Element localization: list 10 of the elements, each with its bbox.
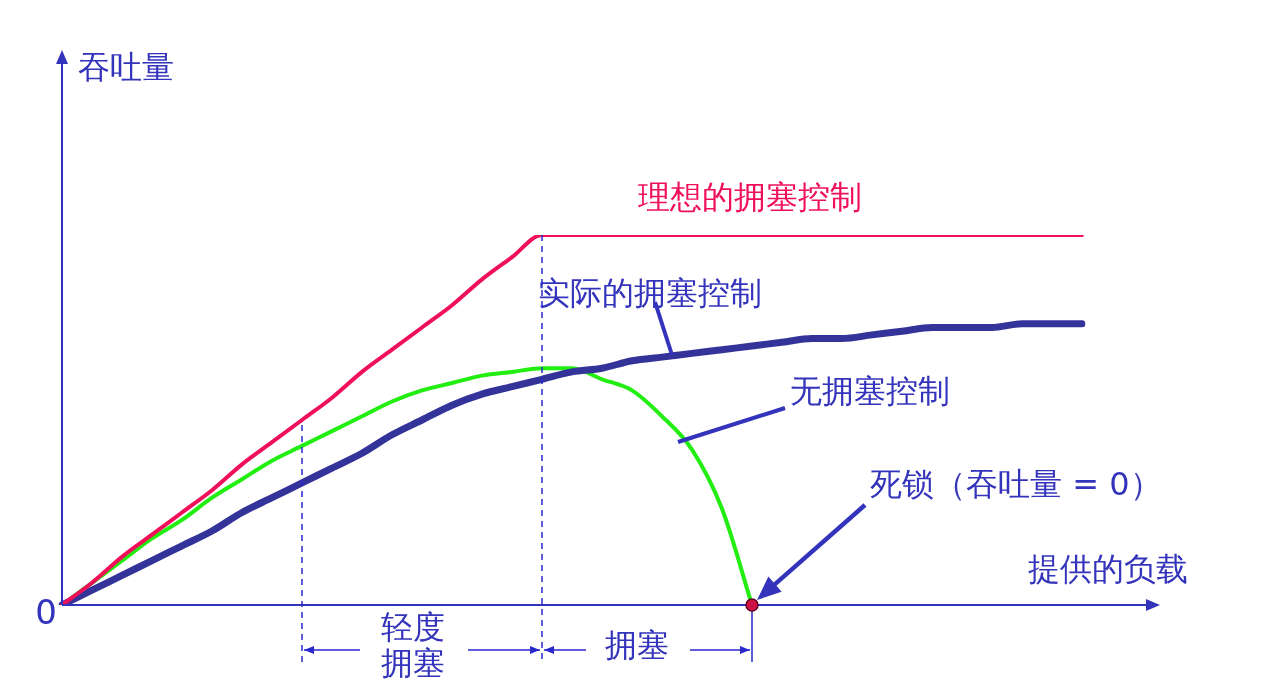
y-axis-title: 吞吐量 (78, 48, 174, 87)
annotation: 0 (35, 591, 57, 632)
text: 拥塞 (381, 644, 445, 683)
text: 无拥塞控制 (790, 372, 950, 411)
text: 拥塞 (605, 626, 669, 665)
text: 轻度 (381, 608, 445, 647)
series-label: 实际的拥塞控制 (538, 274, 762, 313)
x-axis-title: 提供的负载 (1028, 550, 1188, 589)
series-label: 理想的拥塞控制 (638, 178, 862, 217)
annotation: 死锁（吞吐量 = 0） (870, 465, 1162, 504)
